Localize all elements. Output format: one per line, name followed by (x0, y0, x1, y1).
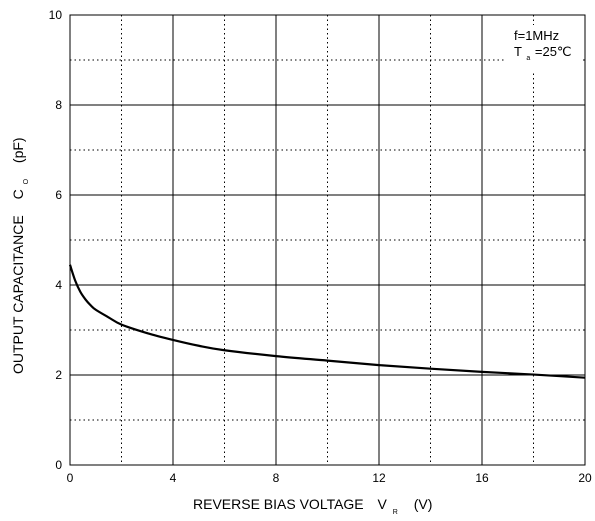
temperature-symbol: T (514, 44, 522, 59)
y-tick-label: 6 (55, 188, 62, 202)
temperature-value: =25℃ (535, 44, 572, 59)
y-tick-label: 10 (49, 8, 63, 22)
grid (69, 14, 586, 466)
y-axis-label: OUTPUT CAPACITANCE C O (pF) (10, 137, 31, 374)
y-axis-label-main: OUTPUT CAPACITANCE (10, 215, 26, 374)
x-tick-label: 8 (273, 471, 280, 485)
capacitance-curve (68, 264, 586, 379)
x-tick-label: 0 (67, 471, 74, 485)
x-axis-label-subscript: R (393, 509, 398, 516)
x-tick-label: 4 (170, 471, 177, 485)
x-axis-label-main: REVERSE BIAS VOLTAGE (193, 496, 364, 512)
temperature-subscript: a (526, 55, 530, 62)
annotation-background (505, 25, 580, 71)
plot-frame (69, 14, 586, 466)
annotation: f=1MHz T a =25℃ (505, 25, 580, 71)
y-tick-label: 8 (55, 98, 62, 112)
x-tick-label: 20 (578, 471, 592, 485)
y-axis-label-symbol: C (10, 189, 26, 199)
x-tick-label: 16 (475, 471, 489, 485)
x-axis-label-unit: (V) (414, 496, 433, 512)
x-axis-label: REVERSE BIAS VOLTAGE V R (V) (193, 496, 432, 517)
x-axis-label-symbol: V (378, 496, 388, 512)
annotation-temperature: T a =25℃ (514, 44, 572, 63)
y-axis-label-unit: (pF) (10, 137, 26, 163)
y-tick-label: 0 (55, 458, 62, 472)
y-tick-label: 2 (55, 368, 62, 382)
y-tick-label: 4 (55, 278, 62, 292)
tick-labels: 0 4 8 12 16 20 0 2 4 6 8 10 (49, 8, 592, 485)
annotation-frequency: f=1MHz (514, 28, 559, 43)
y-axis-label-subscript: O (23, 178, 30, 184)
x-tick-label: 12 (372, 471, 386, 485)
